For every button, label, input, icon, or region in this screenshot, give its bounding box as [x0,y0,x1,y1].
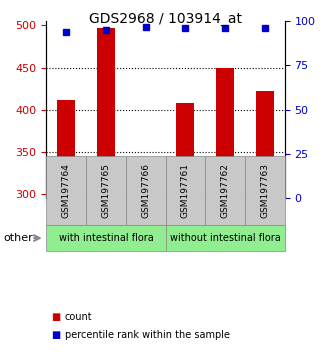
Bar [137,169,155,198]
Text: GSM197764: GSM197764 [62,163,71,218]
Bar [256,91,274,198]
Text: GSM197762: GSM197762 [220,163,230,218]
Text: ■: ■ [51,312,61,322]
Text: other: other [3,233,33,243]
Text: count: count [65,312,92,322]
Text: GSM197761: GSM197761 [181,163,190,218]
Bar [97,28,115,198]
Text: without intestinal flora: without intestinal flora [170,233,280,243]
Text: GDS2968 / 103914_at: GDS2968 / 103914_at [89,12,242,27]
Text: GSM197763: GSM197763 [260,163,269,218]
Text: percentile rank within the sample: percentile rank within the sample [65,330,229,339]
Text: with intestinal flora: with intestinal flora [59,233,153,243]
Text: GSM197766: GSM197766 [141,163,150,218]
Text: GSM197765: GSM197765 [101,163,111,218]
Bar [216,68,234,198]
Bar [57,101,75,198]
Text: ■: ■ [51,330,61,339]
Bar [176,103,194,198]
